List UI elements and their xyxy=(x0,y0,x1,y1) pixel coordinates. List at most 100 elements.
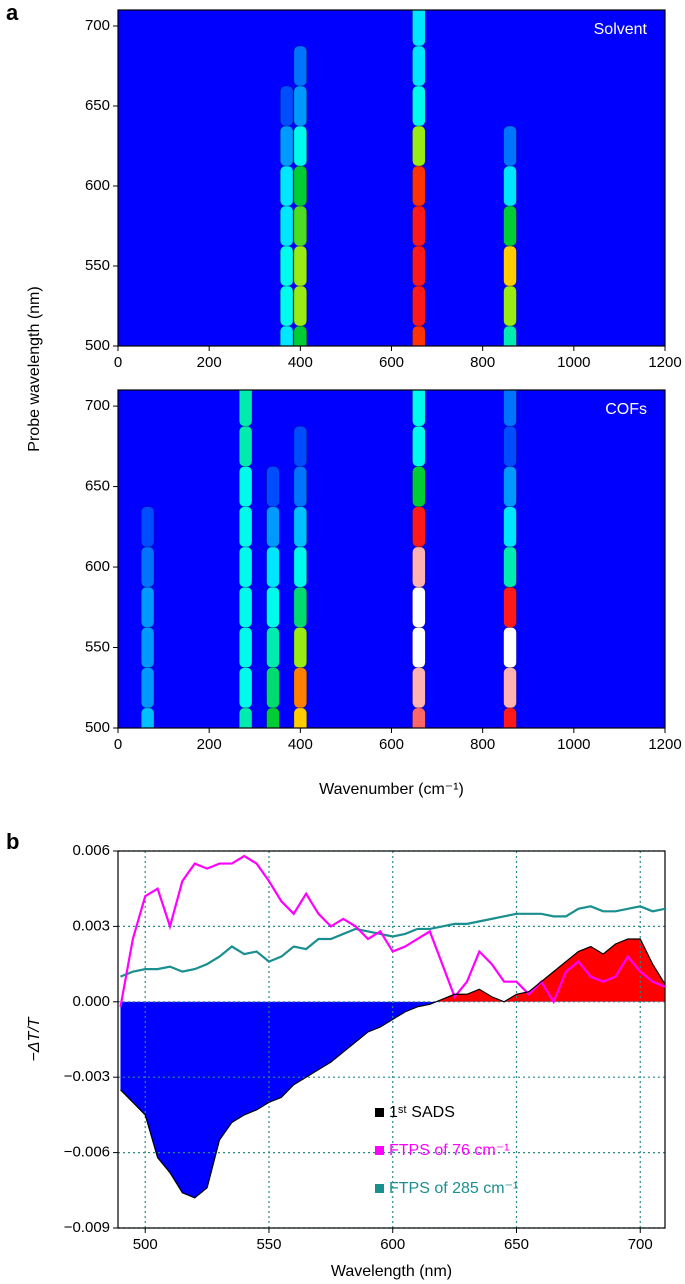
panel-label: b xyxy=(6,829,19,854)
heatmap-cell xyxy=(293,546,307,588)
y-tick-label: −0.003 xyxy=(64,1068,110,1085)
heatmap-cell xyxy=(503,165,517,207)
y-tick-label: −0.006 xyxy=(64,1144,110,1161)
heatmap-cell xyxy=(266,506,280,548)
heatmap-cell xyxy=(503,425,517,467)
y-tick-label: 500 xyxy=(85,719,110,736)
y-axis-label: −ΔT/T xyxy=(26,1016,43,1061)
heatmap-cell xyxy=(140,627,155,668)
heatmap-cell xyxy=(140,506,155,548)
heatmap-cell xyxy=(293,586,307,628)
x-tick-label: 400 xyxy=(288,354,313,371)
y-tick-label: 0.006 xyxy=(72,842,110,859)
heatmap xyxy=(118,10,665,346)
heatmap-cell xyxy=(293,425,307,467)
heatmap-cell xyxy=(503,546,517,588)
heatmap-background xyxy=(118,390,665,728)
map-label: COFs xyxy=(605,401,647,418)
x-tick-label: 1200 xyxy=(648,354,681,371)
legend-label: 1ˢᵗ SADS xyxy=(389,1104,455,1121)
x-tick-label: 550 xyxy=(256,1236,281,1253)
heatmap-cell xyxy=(239,546,253,588)
heatmap-cell xyxy=(293,245,307,287)
y-tick-label: 650 xyxy=(85,478,110,495)
heatmap-cell xyxy=(293,466,307,507)
line-series xyxy=(119,854,665,1008)
heatmap-cell xyxy=(293,667,307,709)
heatmap-cell xyxy=(266,667,280,709)
heatmap-cell xyxy=(503,390,517,427)
heatmap-cell xyxy=(293,85,307,127)
line-series xyxy=(120,938,665,1199)
x-tick-label: 1000 xyxy=(557,736,590,753)
heatmap-cell xyxy=(412,627,426,668)
heatmap-cell xyxy=(503,125,517,167)
x-tick-label: 0 xyxy=(114,736,122,753)
heatmap-cell xyxy=(140,667,155,709)
heatmap-cell xyxy=(293,506,307,548)
heatmap-cell xyxy=(293,45,307,87)
x-tick-label: 700 xyxy=(628,1236,653,1253)
panel-label: a xyxy=(6,0,19,25)
legend-label: FTPS of 76 cm⁻¹ xyxy=(389,1142,509,1159)
heatmap-cell xyxy=(280,125,294,167)
heatmap-cell xyxy=(412,425,426,467)
y-tick-label: −0.009 xyxy=(64,1219,110,1236)
heatmap-background xyxy=(118,10,665,346)
x-tick-label: 200 xyxy=(197,736,222,753)
x-tick-label: 600 xyxy=(379,354,404,371)
x-tick-label: 600 xyxy=(379,736,404,753)
heatmap-cell xyxy=(239,425,253,467)
y-tick-label: 700 xyxy=(85,17,110,34)
x-axis-label: Wavelength (nm) xyxy=(331,1263,452,1280)
heatmap-cell xyxy=(503,627,517,668)
x-tick-label: 500 xyxy=(133,1236,158,1253)
y-tick-label: 550 xyxy=(85,638,110,655)
heatmap-cell xyxy=(412,285,426,327)
heatmap-cell xyxy=(239,466,253,507)
heatmap-cell xyxy=(280,285,294,327)
heatmap-cell xyxy=(140,546,155,588)
heatmap-cell xyxy=(239,506,253,548)
heatmap-cell xyxy=(412,586,426,628)
heatmap-cell xyxy=(503,245,517,287)
heatmap-cell xyxy=(412,205,426,247)
heatmap-cell xyxy=(293,205,307,247)
x-tick-label: 1000 xyxy=(557,354,590,371)
heatmap-cell xyxy=(266,466,280,507)
heatmap-cell xyxy=(266,627,280,668)
x-tick-label: 400 xyxy=(288,736,313,753)
x-tick-label: 650 xyxy=(504,1236,529,1253)
x-tick-label: 0 xyxy=(114,354,122,371)
heatmap-cell xyxy=(239,390,253,427)
heatmap-cell xyxy=(280,245,294,287)
x-tick-label: 800 xyxy=(470,354,495,371)
heatmap-cell xyxy=(503,586,517,628)
heatmap xyxy=(118,390,665,728)
legend-label: FTPS of 285 cm⁻¹ xyxy=(389,1180,518,1197)
y-tick-label: 0.003 xyxy=(72,917,110,934)
heatmap-cell xyxy=(266,586,280,628)
heatmap-cell xyxy=(412,10,426,47)
plot-frame xyxy=(117,850,666,1229)
heatmap-cell xyxy=(412,390,426,427)
heatmap-cell xyxy=(239,667,253,709)
heatmap-cell xyxy=(412,667,426,709)
map-label: Solvent xyxy=(594,21,648,38)
x-tick-label: 600 xyxy=(380,1236,405,1253)
y-tick-label: 550 xyxy=(85,257,110,274)
heatmap-cell xyxy=(412,546,426,588)
legend-marker xyxy=(375,1184,384,1193)
area-negative xyxy=(120,1001,665,1198)
x-tick-label: 200 xyxy=(197,354,222,371)
legend-marker xyxy=(375,1146,384,1155)
heatmap-cell xyxy=(239,586,253,628)
heatmap-cell xyxy=(280,165,294,207)
heatmap-cell xyxy=(412,125,426,167)
heatmap-cell xyxy=(412,245,426,287)
legend-marker xyxy=(375,1108,384,1117)
heatmap-cell xyxy=(503,506,517,548)
heatmap-cell xyxy=(293,285,307,327)
heatmap-cell xyxy=(293,627,307,668)
